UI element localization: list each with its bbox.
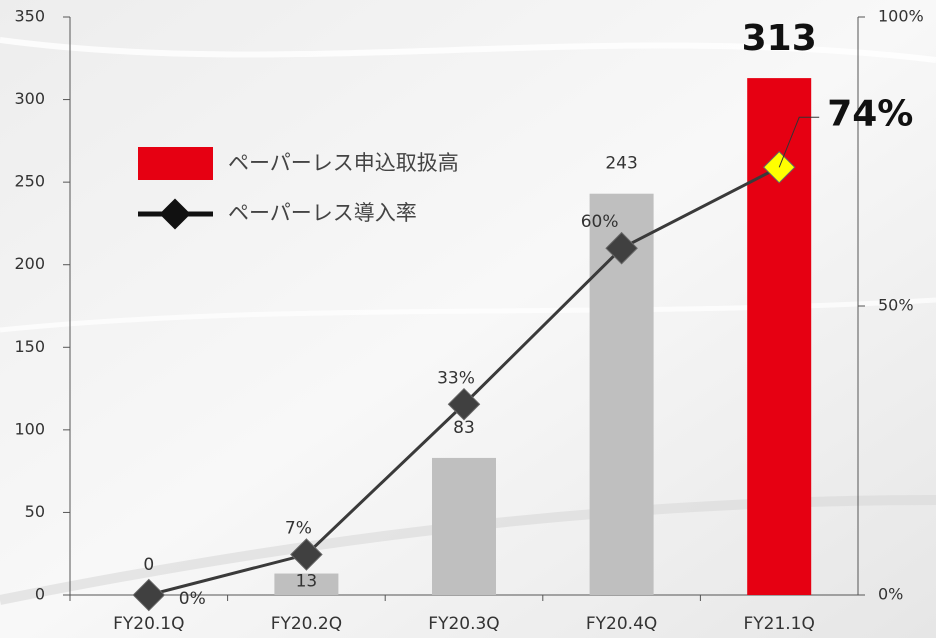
y2-tick-label: 0%: [878, 585, 903, 604]
marker: [447, 387, 481, 421]
legend-label: ペーパーレス申込取扱高: [228, 151, 459, 175]
bar-value-label: 313: [742, 18, 817, 59]
leader-line: [778, 116, 820, 168]
line-value-label: 60%: [581, 212, 619, 232]
y2-tick-label: 50%: [878, 296, 914, 315]
bar-value-label: 0: [143, 555, 154, 575]
y-tick-label: 150: [14, 337, 45, 356]
marker: [290, 538, 323, 571]
y-tick-label: 350: [14, 7, 45, 26]
legend-swatch: [138, 147, 213, 180]
y-tick-label: 300: [14, 89, 45, 108]
bar-value-label: 83: [453, 418, 475, 438]
y-tick-label: 200: [14, 254, 45, 273]
x-tick-label: FY20.3Q: [428, 614, 499, 634]
x-tick-label: FY20.2Q: [271, 614, 342, 634]
marker: [605, 231, 638, 265]
y-tick-label: 100: [14, 419, 45, 438]
line-value-label: 74%: [827, 93, 913, 134]
legend-label: ペーパーレス導入率: [228, 201, 417, 225]
line-value-label: 0%: [179, 589, 206, 609]
bar: [274, 573, 339, 595]
y-tick-label: 250: [14, 172, 45, 191]
bar-value-label: 243: [605, 154, 637, 174]
marker: [132, 578, 166, 612]
line-value-label: 33%: [437, 368, 475, 388]
y-tick-label: 0: [35, 585, 45, 604]
x-tick-label: FY20.1Q: [113, 614, 184, 634]
y2-tick-label: 100%: [878, 7, 924, 26]
x-tick-label: FY21.1Q: [743, 614, 814, 634]
swoosh: [0, 37, 936, 63]
y-tick-label: 50: [25, 502, 45, 521]
bar: [432, 457, 496, 595]
bar-value-label: 13: [296, 572, 318, 592]
line-value-label: 7%: [285, 519, 312, 539]
x-tick-label: FY20.4Q: [586, 614, 657, 634]
legend-swatch: [159, 198, 191, 230]
